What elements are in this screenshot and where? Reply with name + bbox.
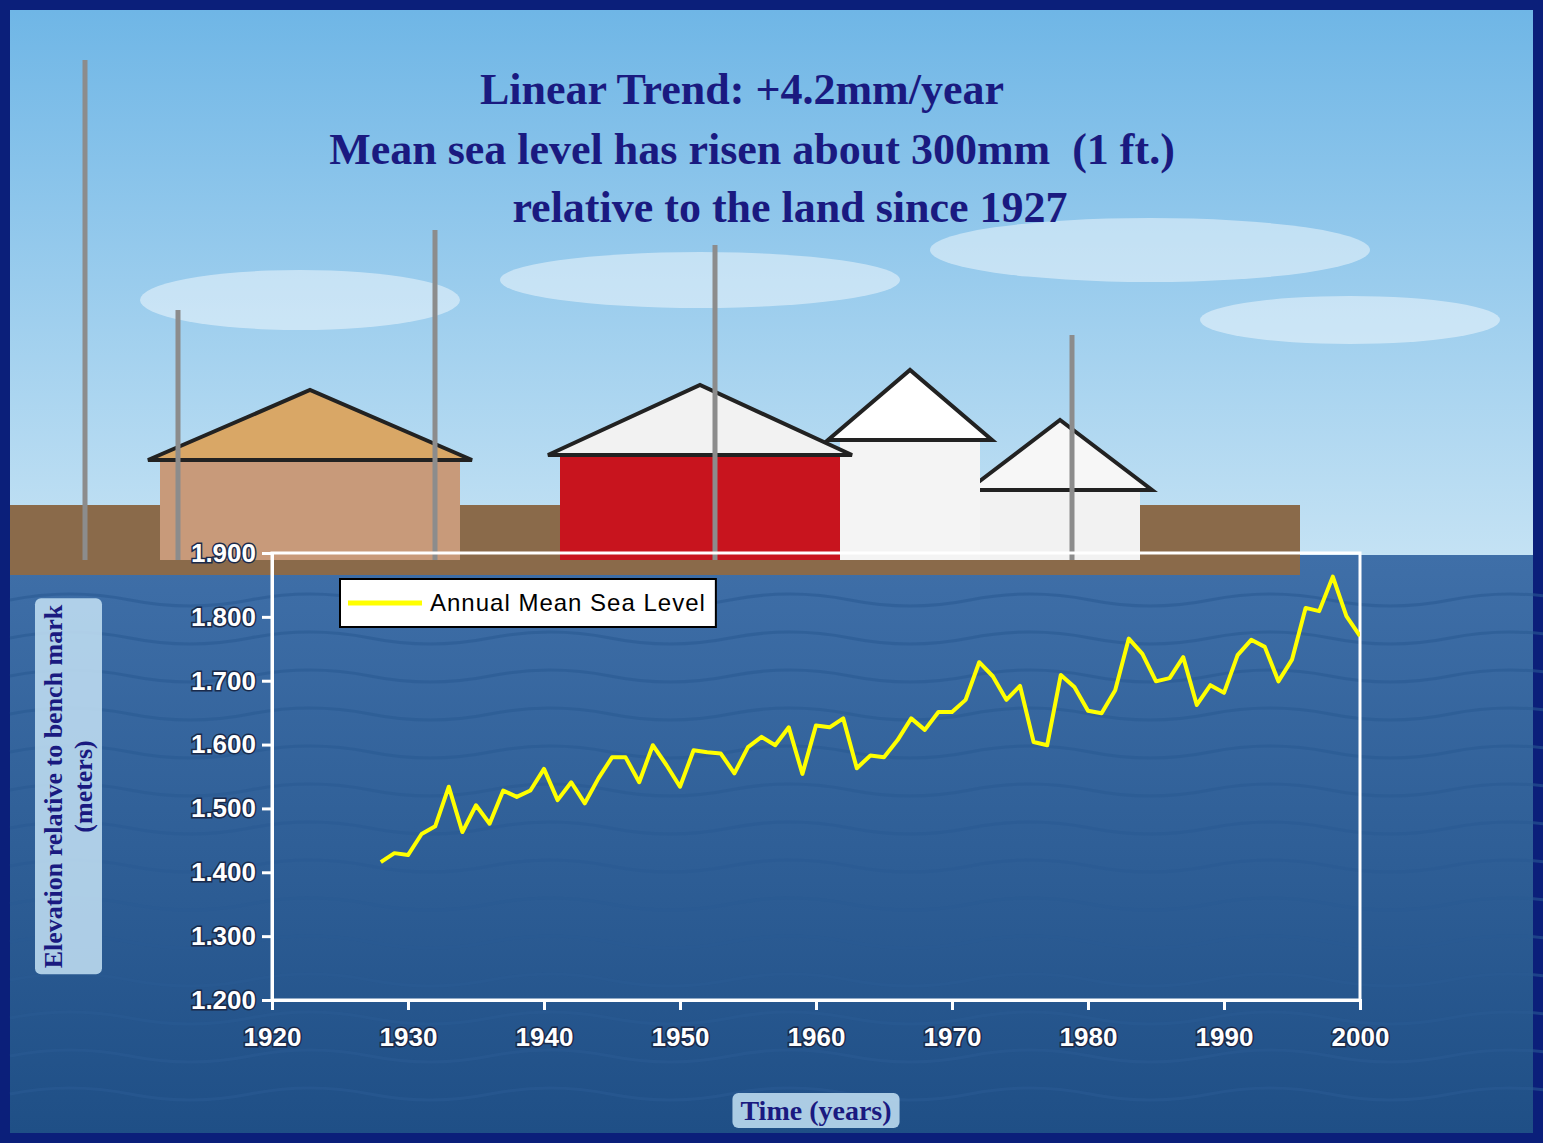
house-wall bbox=[840, 440, 980, 560]
tick-mark bbox=[262, 871, 272, 874]
title: Linear Trend: +4.2mm/year bbox=[480, 65, 1004, 114]
frame-border bbox=[0, 0, 1543, 1143]
tick-label: 1.200 bbox=[191, 985, 256, 1015]
tick-label: 1970 bbox=[924, 1022, 982, 1052]
tick-label: 1920 bbox=[244, 1022, 302, 1052]
cloud bbox=[500, 252, 900, 308]
x-axis-title-group: Time (years) bbox=[732, 1093, 899, 1128]
tick: 1980 bbox=[1060, 1000, 1118, 1052]
house-roof bbox=[548, 385, 852, 455]
tick: 1.700 bbox=[191, 666, 272, 696]
tick-mark bbox=[262, 744, 272, 747]
pole bbox=[713, 245, 718, 560]
tick-label: 2000 bbox=[1332, 1022, 1390, 1052]
tick-label: 1930 bbox=[380, 1022, 438, 1052]
label-patch bbox=[35, 598, 102, 974]
x-axis-title: Time (years) bbox=[740, 1095, 891, 1126]
subtitle: relative to the land since 1927 bbox=[512, 183, 1067, 232]
tick-label: 1.500 bbox=[191, 793, 256, 823]
legend: Annual Mean Sea Level bbox=[340, 579, 716, 627]
wave bbox=[10, 708, 1543, 720]
axis-line bbox=[262, 554, 273, 1001]
tick: 1.600 bbox=[191, 729, 272, 759]
tick-mark bbox=[815, 1000, 818, 1010]
tick: 1940 bbox=[516, 1000, 574, 1052]
wave bbox=[10, 822, 1543, 834]
tick-mark bbox=[543, 1000, 546, 1010]
tick: 1.800 bbox=[191, 602, 272, 632]
tick-label: 1.900 bbox=[191, 538, 256, 568]
subtitle: Mean sea level has risen about 300mm (1 … bbox=[329, 125, 1175, 174]
house-roof bbox=[148, 390, 472, 460]
tick-mark bbox=[262, 680, 272, 683]
tick-label: 1960 bbox=[788, 1022, 846, 1052]
tick-mark bbox=[262, 616, 272, 619]
label-patch bbox=[732, 1093, 899, 1128]
tick: 1.900 bbox=[191, 538, 272, 568]
x-axis: 1920 1930 1940 1950 1960 1970 1980 1990 2000 bbox=[244, 1000, 1390, 1052]
house-wall bbox=[980, 490, 1140, 560]
tick: 1960 bbox=[788, 1000, 846, 1052]
tick-mark bbox=[1359, 1000, 1362, 1010]
tick: 1.300 bbox=[191, 921, 272, 951]
legend-label: Annual Mean Sea Level bbox=[430, 589, 706, 616]
tick: 1950 bbox=[652, 1000, 710, 1052]
tick: 1970 bbox=[924, 1000, 982, 1052]
tick-mark bbox=[407, 1000, 410, 1010]
house-wall bbox=[560, 455, 840, 560]
tick-mark bbox=[951, 1000, 954, 1010]
cloud bbox=[1200, 296, 1500, 344]
pole bbox=[433, 230, 438, 560]
tick-mark bbox=[262, 807, 272, 810]
tick-label: 1.600 bbox=[191, 729, 256, 759]
wave bbox=[10, 1050, 1543, 1062]
axis-line bbox=[273, 1001, 1361, 1011]
tick-label: 1990 bbox=[1196, 1022, 1254, 1052]
tick-mark bbox=[1223, 1000, 1226, 1010]
tick-mark bbox=[262, 935, 272, 938]
tick-label: 1.300 bbox=[191, 921, 256, 951]
y-axis-title-line: (meters) bbox=[69, 740, 98, 832]
pole bbox=[176, 310, 181, 560]
house-roof bbox=[968, 420, 1152, 490]
wave bbox=[10, 898, 1543, 910]
chart: Linear Trend: +4.2mm/year Mean sea level … bbox=[0, 0, 1543, 1143]
tick-mark bbox=[262, 999, 272, 1002]
legend-swatch bbox=[348, 601, 422, 606]
tick-label: 1950 bbox=[652, 1022, 710, 1052]
y-axis-title-line: Elevation relative to bench mark bbox=[39, 604, 68, 968]
water bbox=[10, 555, 1533, 1133]
plot-frame bbox=[272, 553, 1360, 1000]
background bbox=[0, 0, 1543, 1143]
tick: 1920 bbox=[244, 1000, 302, 1052]
tick-label: 1940 bbox=[516, 1022, 574, 1052]
y-axis: 1.200 1.300 1.400 1.500 1.600 1.700 1.800 1.900 bbox=[191, 538, 273, 1015]
tick: 2000 bbox=[1332, 1000, 1390, 1052]
tick: 1990 bbox=[1196, 1000, 1254, 1052]
y-axis-title: Elevation relative to bench mark(meters) bbox=[39, 604, 98, 968]
tick-mark bbox=[679, 1000, 682, 1010]
tick: 1.400 bbox=[191, 857, 272, 887]
pole bbox=[1070, 335, 1075, 560]
tick-label: 1.400 bbox=[191, 857, 256, 887]
tick-mark bbox=[262, 552, 272, 555]
tick-mark bbox=[1087, 1000, 1090, 1010]
legend-box bbox=[340, 579, 716, 627]
tick: 1.500 bbox=[191, 793, 272, 823]
house-roof bbox=[828, 370, 992, 440]
tick: 1930 bbox=[380, 1000, 438, 1052]
pole bbox=[83, 60, 88, 560]
tick-label: 1.800 bbox=[191, 602, 256, 632]
tick: 1.200 bbox=[191, 985, 272, 1015]
cloud bbox=[140, 270, 460, 330]
tick-label: 1.700 bbox=[191, 666, 256, 696]
wave bbox=[10, 632, 1543, 644]
tick-label: 1980 bbox=[1060, 1022, 1118, 1052]
y-axis-title-group: Elevation relative to bench mark(meters) bbox=[35, 598, 102, 974]
tick-mark bbox=[271, 1000, 274, 1010]
